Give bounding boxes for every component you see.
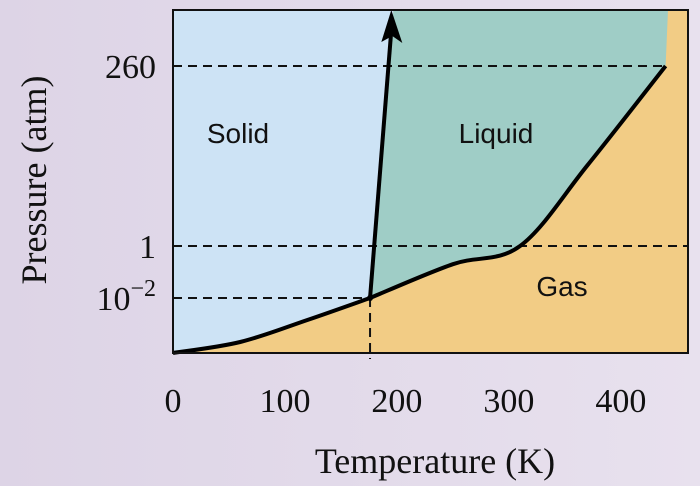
sublimation-curve xyxy=(172,296,371,355)
y-tick-label: 10−2 xyxy=(96,276,156,318)
phase-boundaries xyxy=(172,10,668,355)
melting-curve-arrowhead xyxy=(381,10,403,43)
y-tick-label: 260 xyxy=(105,49,156,86)
melting-curve xyxy=(368,29,394,299)
plot-frame xyxy=(172,9,689,354)
y-tick-label: 1 xyxy=(139,229,156,266)
region-liquid xyxy=(370,10,668,298)
x-tick-label: 300 xyxy=(483,383,534,420)
region-label-gas: Gas xyxy=(536,271,587,302)
triple-point xyxy=(367,295,374,301)
region-labels: Solid Liquid Gas xyxy=(207,118,588,302)
vaporization-curve xyxy=(369,64,668,300)
x-axis-title: Temperature (K) xyxy=(315,441,555,481)
x-tick-label: 400 xyxy=(595,383,646,420)
region-label-solid: Solid xyxy=(207,118,269,149)
phase-regions xyxy=(173,10,688,353)
guide-lines xyxy=(173,65,688,359)
x-tick-label: 100 xyxy=(259,383,310,420)
y-axis-title: Pressure (atm) xyxy=(14,76,54,285)
region-solid xyxy=(173,10,394,353)
x-tick-label: 200 xyxy=(371,383,422,420)
x-tick-label: 0 xyxy=(165,383,182,420)
region-label-liquid: Liquid xyxy=(459,118,534,149)
tick-labels: 0 100 200 300 400 260 1 10−2 xyxy=(96,49,646,420)
